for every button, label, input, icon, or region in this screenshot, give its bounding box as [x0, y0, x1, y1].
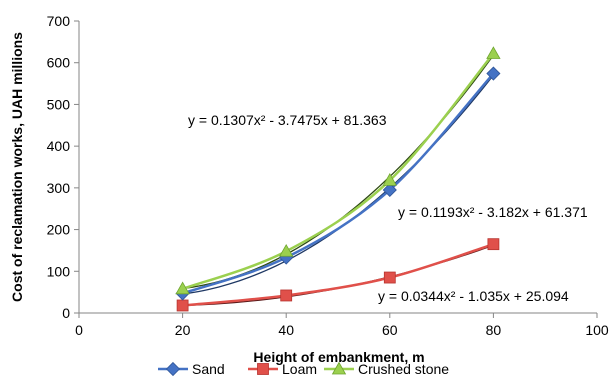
x-tick-label: 40 [278, 322, 294, 338]
data-point-loam [176, 299, 189, 312]
series-line-crushed-stone [182, 52, 495, 290]
legend-marker-loam [257, 363, 269, 375]
series-line-loam [182, 242, 494, 307]
trendline-crushed-stone [182, 54, 494, 290]
x-tick-label: 100 [585, 322, 609, 338]
legend-label-crushed-stone: Crushed stone [358, 361, 449, 377]
series-line-sand [182, 72, 495, 295]
equation-crushed-stone: y = 0.1307x² - 3.7475x + 81.363 [188, 112, 387, 128]
legend-marker-crushed-stone [331, 361, 347, 375]
y-tick-label: 200 [47, 222, 71, 238]
data-point-sand [486, 66, 501, 81]
y-tick-label: 300 [47, 180, 71, 196]
data-point-loam [487, 238, 500, 251]
equation-sand: y = 0.1193x² - 3.182x + 61.371 [398, 204, 588, 220]
data-point-crushed-stone [486, 46, 501, 59]
legend-label-sand: Sand [192, 361, 225, 377]
data-point-crushed-stone [175, 281, 190, 295]
y-tick-label: 100 [47, 263, 71, 279]
x-tick-label: 80 [486, 322, 502, 338]
legend: Sand Loam Crushed stone [158, 361, 449, 377]
x-tick-label: 60 [382, 322, 398, 338]
y-tick-label: 500 [47, 96, 71, 112]
legend-label-loam: Loam [282, 361, 317, 377]
legend-marker-sand [165, 361, 181, 377]
data-point-sand [382, 182, 397, 198]
y-tick-label: 0 [62, 305, 70, 321]
x-tick-label: 0 [75, 322, 83, 338]
data-point-loam [383, 271, 396, 284]
y-tick-label: 700 [47, 13, 71, 29]
y-axis-title: Cost of reclamation works, UAH millions [9, 32, 25, 302]
x-axis-title: Height of embankment, m [253, 349, 424, 365]
x-tick-label: 20 [175, 322, 191, 338]
equation-loam: y = 0.0344x² - 1.035x + 25.094 [378, 288, 569, 304]
data-point-crushed-stone [382, 173, 397, 186]
data-point-crushed-stone [279, 243, 294, 257]
data-point-loam [280, 289, 293, 302]
y-tick-label: 400 [47, 138, 71, 154]
y-tick-label: 600 [47, 55, 71, 71]
